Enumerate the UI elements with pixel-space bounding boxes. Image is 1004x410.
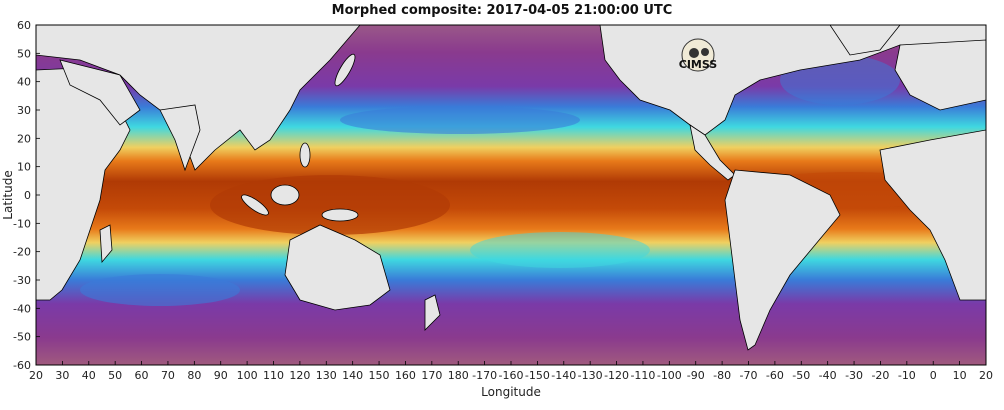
x-tick-label: 130 <box>316 369 337 382</box>
x-tick-label: -160 <box>499 369 524 382</box>
x-tick-label: -10 <box>898 369 916 382</box>
map-title: Morphed composite: 2017-04-05 21:00:00 U… <box>331 3 673 18</box>
y-tick-label: -60 <box>13 359 31 372</box>
x-tick-label: -120 <box>604 369 629 382</box>
logo-text: CIMSS <box>679 58 718 71</box>
moisture-blob <box>340 106 580 134</box>
x-tick-label: -70 <box>740 369 758 382</box>
x-tick-label: 120 <box>289 369 310 382</box>
y-tick-label: -20 <box>13 246 31 259</box>
x-tick-label: 20 <box>29 369 43 382</box>
moisture-blob <box>470 232 650 268</box>
x-tick-label: 60 <box>135 369 149 382</box>
y-tick-label: 30 <box>17 104 31 117</box>
x-tick-label: 40 <box>82 369 96 382</box>
land-borneo <box>270 184 300 206</box>
land-japan <box>334 53 356 87</box>
x-tick-label: 0 <box>930 369 937 382</box>
x-tick-label: 150 <box>369 369 390 382</box>
land-central-america <box>689 124 736 181</box>
land-new-zealand <box>424 294 441 331</box>
x-tick-label: 140 <box>342 369 363 382</box>
x-tick-label: 80 <box>187 369 201 382</box>
land-eurasia <box>36 25 361 171</box>
x-tick-label: -80 <box>713 369 731 382</box>
x-tick-label: -100 <box>657 369 682 382</box>
land-new-guinea <box>321 208 359 222</box>
x-tick-label: 20 <box>979 369 993 382</box>
land-australia <box>284 224 391 311</box>
x-axis: 20 30 40 50 60 70 80 90 100 110 120 130 140 150 160 170… <box>29 361 993 382</box>
x-tick-label: -140 <box>551 369 576 382</box>
cimss-logo-icon: CIMSS <box>679 38 718 72</box>
y-tick-label: 20 <box>17 132 31 145</box>
x-tick-label: 90 <box>214 369 228 382</box>
land-madagascar <box>99 224 113 264</box>
x-tick-label: -130 <box>578 369 603 382</box>
x-tick-label: -50 <box>792 369 810 382</box>
x-tick-label: 160 <box>395 369 416 382</box>
x-tick-label: -20 <box>871 369 889 382</box>
x-tick-label: 100 <box>237 369 258 382</box>
land-sumatra <box>241 194 269 216</box>
x-tick-label: -40 <box>819 369 837 382</box>
x-tick-label: 30 <box>55 369 69 382</box>
x-tick-label: -170 <box>472 369 497 382</box>
y-tick-label: 40 <box>17 76 31 89</box>
land-india <box>159 104 201 172</box>
y-axis-label: Latitude <box>1 170 15 219</box>
y-tick-label: 60 <box>17 19 31 32</box>
land-africa-east <box>879 129 986 301</box>
y-tick-label: 0 <box>24 189 31 202</box>
y-axis: 60 50 40 30 20 10 0 -10 -20 -30 -40 -50 -60 <box>13 19 40 372</box>
y-tick-label: 50 <box>17 47 31 60</box>
x-tick-label: 10 <box>953 369 967 382</box>
x-tick-label: -30 <box>845 369 863 382</box>
land-south-america <box>724 169 841 351</box>
moisture-blob <box>80 274 240 306</box>
y-tick-label: -30 <box>13 274 31 287</box>
x-tick-label: 70 <box>161 369 175 382</box>
x-tick-label: -110 <box>630 369 655 382</box>
x-tick-label: -60 <box>766 369 784 382</box>
land-europe <box>894 39 986 111</box>
y-tick-label: 10 <box>17 161 31 174</box>
y-tick-label: -10 <box>13 217 31 230</box>
x-tick-label: 110 <box>263 369 284 382</box>
x-tick-label: -150 <box>525 369 550 382</box>
y-tick-label: -50 <box>13 331 31 344</box>
x-tick-label: 170 <box>421 369 442 382</box>
moisture-blob <box>210 175 450 235</box>
x-tick-label: 50 <box>108 369 122 382</box>
x-tick-label: 180 <box>448 369 469 382</box>
y-tick-label: -40 <box>13 302 31 315</box>
land-greenland <box>829 25 901 56</box>
land-philippines <box>299 142 311 168</box>
x-axis-label: Longitude <box>481 385 541 399</box>
x-tick-label: -90 <box>687 369 705 382</box>
